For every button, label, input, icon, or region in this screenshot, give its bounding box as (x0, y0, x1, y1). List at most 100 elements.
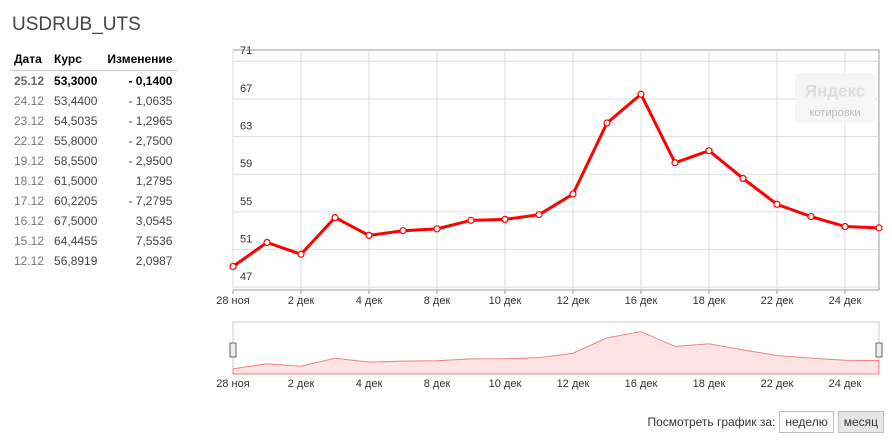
y-tick-label: 63 (240, 120, 252, 132)
table-row: 24.12 53,4400 - 1,0635 (10, 91, 178, 111)
logo-sub: котировки (809, 107, 860, 119)
plot-area (232, 49, 880, 291)
table-cell: 53,3000 (54, 74, 98, 88)
table-cell: 22.12 (14, 134, 45, 148)
nav-x-tick-label: 28 ноя (216, 378, 249, 390)
y-tick-label: 59 (240, 158, 252, 170)
table-row: 15.12 64,4455 7,5536 (10, 231, 178, 251)
point (603, 119, 611, 127)
navigator-handle (875, 342, 883, 358)
logo-box (795, 73, 875, 123)
x-tick-label: 28 ноя (216, 295, 249, 307)
price-line (232, 91, 880, 268)
table-cell: 60,2205 (54, 194, 98, 208)
point (229, 262, 237, 271)
table-cell: - 0,1400 (128, 74, 173, 88)
table-cell: 67,5000 (54, 214, 98, 228)
x-tick-label: 16 дек (625, 295, 658, 307)
table-cell: 2,0987 (135, 254, 173, 268)
table-row: 19.12 58,5500 - 2,9500 (10, 151, 178, 171)
table-cell: 18.12 (14, 174, 45, 188)
period-controls: Посмотреть график за: неделю месяц (647, 411, 884, 433)
point (637, 90, 645, 98)
point (807, 212, 815, 221)
table-cell: 12.12 (14, 254, 45, 268)
table-cell: 64,4455 (54, 234, 98, 248)
table-cell: 25.12 (14, 74, 45, 88)
table-row: 25.12 53,3000 - 0,1400 (10, 71, 178, 92)
point (297, 250, 305, 258)
table-cell: 16.12 (14, 214, 45, 228)
point (535, 211, 543, 219)
table-cell: 55,8000 (54, 134, 98, 148)
table-cell: 19.12 (14, 154, 45, 168)
point (331, 213, 339, 222)
x-tick-label: 18 дек (693, 295, 726, 307)
point (263, 238, 271, 247)
x-tick-label: 22 дек (761, 295, 794, 307)
nav-x-tick-label: 10 дек (489, 378, 522, 390)
table-cell: - 7,2795 (128, 194, 173, 208)
table-cell: 58,5500 (54, 154, 98, 168)
nav-x-tick-label: 16 дек (625, 378, 658, 390)
column-header: Дата (10, 50, 51, 71)
y-tick-label: 51 (240, 233, 252, 245)
point (467, 216, 475, 224)
nav-x-tick-label: 18 дек (693, 378, 726, 390)
table-cell: 3,0545 (135, 214, 173, 228)
table-cell: 15.12 (14, 234, 45, 248)
x-tick-label: 24 дек (829, 295, 862, 307)
nav-x-tick-label: 24 дек (829, 378, 862, 390)
table-cell: 61,5000 (54, 174, 98, 188)
x-tick-label: 4 дек (356, 295, 383, 307)
logo-name: Яндекс (805, 81, 865, 100)
table-row: 12.12 56,8919 2,0987 (10, 251, 178, 271)
point (399, 227, 407, 235)
table-cell: 54,5035 (54, 114, 98, 128)
nav-x-tick-label: 8 дек (424, 378, 451, 390)
table-row: 23.12 54,5035 - 1,2965 (10, 111, 178, 131)
point (705, 147, 713, 155)
table-cell: 1,2795 (135, 174, 173, 188)
nav-x-tick-label: 22 дек (761, 378, 794, 390)
point (773, 200, 781, 208)
table-cell: - 2,7500 (128, 134, 173, 148)
point (501, 215, 509, 224)
x-tick-label: 8 дек (424, 295, 451, 307)
table-cell: - 2,9500 (128, 154, 173, 168)
y-tick-label: 55 (240, 196, 252, 208)
table-cell: 53,4400 (54, 94, 98, 108)
title: USDRUB_UTS (12, 14, 141, 35)
month-button[interactable]: месяц (837, 411, 884, 433)
point (671, 159, 679, 167)
y-tick-label: 71 (240, 45, 252, 57)
point (569, 190, 577, 198)
table-row: 16.12 67,5000 3,0545 (10, 211, 178, 231)
table-cell: 23.12 (14, 114, 45, 128)
point (365, 231, 373, 240)
navigator-area (232, 331, 880, 375)
x-tick-label: 10 дек (489, 295, 522, 307)
nav-x-tick-label: 4 дек (356, 378, 383, 390)
nav-x-tick-label: 2 дек (288, 378, 315, 390)
navigator-handle (229, 342, 237, 358)
table-cell: 24.12 (14, 94, 45, 108)
nav-x-tick-label: 12 дек (557, 378, 590, 390)
table-cell: 56,8919 (54, 254, 98, 268)
table-cell: 7,5536 (135, 234, 173, 248)
table-row: 22.12 55,8000 - 2,7500 (10, 131, 178, 151)
x-tick-label: 12 дек (557, 295, 590, 307)
column-header: Курс (50, 50, 104, 71)
quote-table: Дата Курс Изменение 25.12 53,3000 - 0,1400 24.… (10, 50, 179, 271)
point (739, 174, 747, 183)
column-header: Изменение (103, 50, 179, 71)
point (433, 225, 441, 233)
y-tick-label: 47 (240, 271, 252, 283)
table-row: 18.12 61,5000 1,2795 (10, 171, 178, 191)
y-tick-label: 67 (240, 83, 252, 95)
week-button[interactable]: неделю (779, 411, 834, 433)
table-row: 17.12 60,2205 - 7,2795 (10, 191, 178, 211)
table-cell: - 1,2965 (128, 114, 173, 128)
